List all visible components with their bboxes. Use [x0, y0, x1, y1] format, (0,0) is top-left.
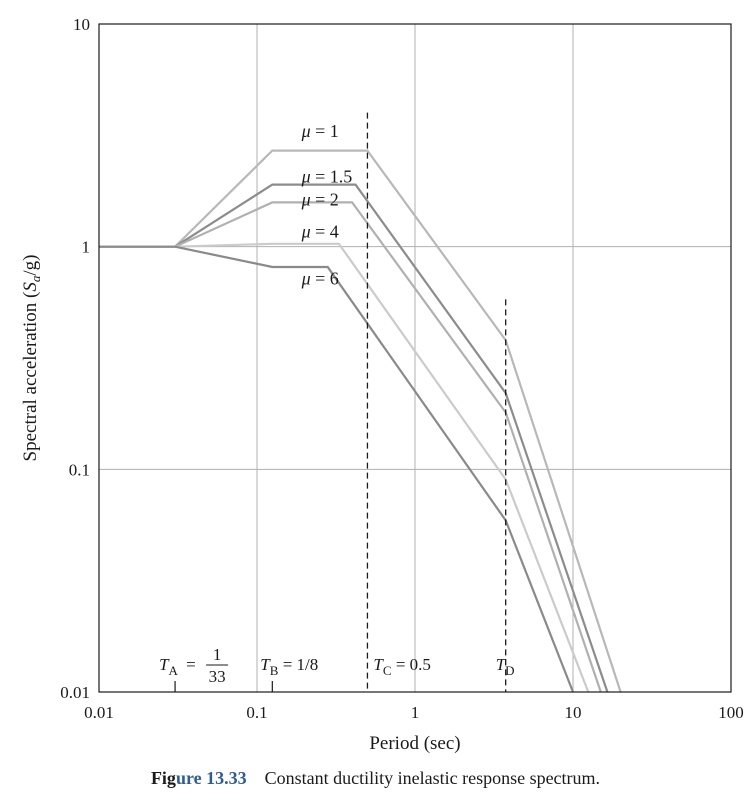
y-tick-label: 10	[73, 15, 90, 34]
mu-label: μ = 1	[301, 121, 339, 141]
x-tick-label: 100	[718, 703, 744, 722]
x-tick-label: 1	[411, 703, 420, 722]
gridlines	[99, 24, 731, 692]
x-tick-label: 10	[565, 703, 582, 722]
y-tick-label: 0.01	[60, 683, 90, 702]
mu-label: μ = 2	[301, 189, 339, 209]
period-markers	[366, 112, 507, 692]
caption-label-a: Fig	[150, 768, 176, 788]
period-annotations: TA = 1 33 TB = 1/8 TC = 0.5 TD	[159, 645, 515, 692]
ta-annotation: TA	[159, 655, 178, 678]
mu-label: μ = 1.5	[301, 166, 353, 186]
ta-numerator: 1	[213, 645, 222, 664]
ta-equals: =	[186, 655, 196, 674]
plot-frame	[98, 23, 732, 693]
mu-label: μ = 4	[301, 221, 339, 241]
tc-annotation: TC = 0.5	[373, 655, 430, 678]
y-tick-label: 0.1	[69, 460, 90, 479]
tb-annotation: TB = 1/8	[260, 655, 318, 678]
series-line	[99, 245, 575, 693]
x-axis-label: Period (sec)	[369, 733, 460, 754]
ductility-labels: μ = 1 μ = 1.5 μ = 2 μ = 4 μ = 6	[301, 121, 353, 288]
caption-text: Constant ductility inelastic response sp…	[264, 768, 601, 788]
y-tick-label: 1	[82, 238, 91, 257]
series-lines	[99, 149, 622, 693]
figure-caption: Figure 13.33 Constant ductility inelastic…	[0, 768, 751, 789]
x-tick-label: 0.1	[246, 703, 267, 722]
caption-label-b: ure 13.33	[175, 768, 247, 788]
mu-label: μ = 6	[301, 268, 339, 288]
y-axis-label: Spectral acceleration (Sa/g)	[20, 255, 43, 462]
tick-labels: 0.01 0.1 1 10 100 0.01 0.1 1 10	[60, 15, 744, 722]
x-tick-label: 0.01	[84, 703, 114, 722]
td-annotation: TD	[496, 655, 515, 678]
ta-denominator: 33	[209, 667, 226, 686]
